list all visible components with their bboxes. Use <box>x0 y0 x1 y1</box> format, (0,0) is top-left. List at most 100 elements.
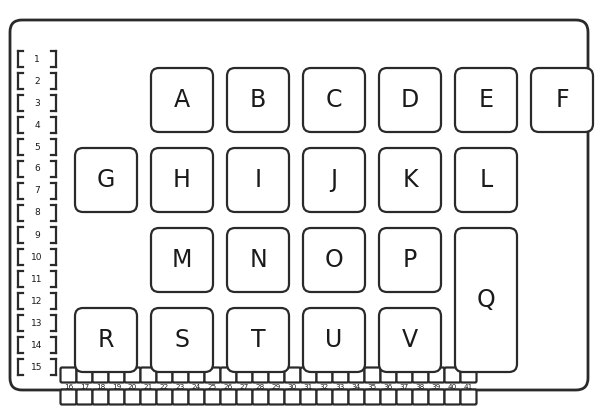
FancyBboxPatch shape <box>205 390 221 405</box>
Text: 4: 4 <box>34 120 40 129</box>
Text: 23: 23 <box>176 384 185 390</box>
FancyBboxPatch shape <box>301 390 317 405</box>
FancyBboxPatch shape <box>125 390 140 405</box>
FancyBboxPatch shape <box>157 368 173 383</box>
FancyBboxPatch shape <box>317 368 332 383</box>
FancyBboxPatch shape <box>10 20 588 390</box>
Text: B: B <box>250 88 266 112</box>
Text: 13: 13 <box>31 318 43 327</box>
Text: 40: 40 <box>448 384 457 390</box>
FancyBboxPatch shape <box>332 368 349 383</box>
Text: 33: 33 <box>336 384 345 390</box>
FancyBboxPatch shape <box>77 390 92 405</box>
Text: 5: 5 <box>34 142 40 151</box>
Text: P: P <box>403 248 417 272</box>
Text: 25: 25 <box>208 384 217 390</box>
FancyBboxPatch shape <box>61 368 77 383</box>
FancyBboxPatch shape <box>236 390 253 405</box>
Text: L: L <box>479 168 493 192</box>
Text: 31: 31 <box>304 384 313 390</box>
FancyBboxPatch shape <box>380 390 397 405</box>
FancyBboxPatch shape <box>227 148 289 212</box>
FancyBboxPatch shape <box>269 368 284 383</box>
FancyBboxPatch shape <box>227 68 289 132</box>
Text: 7: 7 <box>34 186 40 195</box>
Text: 37: 37 <box>400 384 409 390</box>
FancyBboxPatch shape <box>221 390 236 405</box>
FancyBboxPatch shape <box>269 390 284 405</box>
FancyBboxPatch shape <box>317 390 332 405</box>
FancyBboxPatch shape <box>349 368 365 383</box>
Text: H: H <box>173 168 191 192</box>
FancyBboxPatch shape <box>173 368 188 383</box>
Text: D: D <box>401 88 419 112</box>
Text: S: S <box>175 328 190 352</box>
Text: 34: 34 <box>352 384 361 390</box>
Text: T: T <box>251 328 265 352</box>
Text: 19: 19 <box>112 384 121 390</box>
Text: 8: 8 <box>34 208 40 217</box>
FancyBboxPatch shape <box>227 228 289 292</box>
FancyBboxPatch shape <box>303 228 365 292</box>
Text: O: O <box>325 248 343 272</box>
Text: G: G <box>97 168 115 192</box>
FancyBboxPatch shape <box>75 148 137 212</box>
FancyBboxPatch shape <box>531 68 593 132</box>
Text: 12: 12 <box>31 296 43 305</box>
Text: U: U <box>325 328 343 352</box>
Text: 20: 20 <box>128 384 137 390</box>
FancyBboxPatch shape <box>151 68 213 132</box>
Text: 2: 2 <box>34 76 40 85</box>
FancyBboxPatch shape <box>157 390 173 405</box>
Text: 36: 36 <box>384 384 393 390</box>
Text: 6: 6 <box>34 164 40 173</box>
Text: 26: 26 <box>224 384 233 390</box>
Text: E: E <box>479 88 493 112</box>
FancyBboxPatch shape <box>428 390 445 405</box>
Text: 22: 22 <box>160 384 169 390</box>
Text: 24: 24 <box>192 384 201 390</box>
FancyBboxPatch shape <box>379 68 441 132</box>
FancyBboxPatch shape <box>455 68 517 132</box>
FancyBboxPatch shape <box>77 368 92 383</box>
FancyBboxPatch shape <box>173 390 188 405</box>
Text: 10: 10 <box>31 252 43 261</box>
FancyBboxPatch shape <box>236 368 253 383</box>
FancyBboxPatch shape <box>188 368 205 383</box>
FancyBboxPatch shape <box>125 368 140 383</box>
Text: 14: 14 <box>31 340 43 349</box>
Text: C: C <box>326 88 342 112</box>
FancyBboxPatch shape <box>140 390 157 405</box>
Text: 39: 39 <box>432 384 441 390</box>
FancyBboxPatch shape <box>455 148 517 212</box>
FancyBboxPatch shape <box>61 390 77 405</box>
FancyBboxPatch shape <box>445 368 461 383</box>
FancyBboxPatch shape <box>379 308 441 372</box>
FancyBboxPatch shape <box>349 390 365 405</box>
FancyBboxPatch shape <box>221 368 236 383</box>
FancyBboxPatch shape <box>379 148 441 212</box>
Text: R: R <box>98 328 114 352</box>
Text: J: J <box>331 168 338 192</box>
Text: 27: 27 <box>240 384 249 390</box>
FancyBboxPatch shape <box>284 368 301 383</box>
FancyBboxPatch shape <box>365 368 380 383</box>
FancyBboxPatch shape <box>151 228 213 292</box>
FancyBboxPatch shape <box>455 228 517 372</box>
Text: 28: 28 <box>256 384 265 390</box>
Text: M: M <box>172 248 192 272</box>
FancyBboxPatch shape <box>413 368 428 383</box>
Text: 38: 38 <box>416 384 425 390</box>
Text: 30: 30 <box>288 384 297 390</box>
FancyBboxPatch shape <box>151 148 213 212</box>
Text: K: K <box>402 168 418 192</box>
Text: 3: 3 <box>34 98 40 107</box>
Text: 15: 15 <box>31 362 43 371</box>
Text: 17: 17 <box>80 384 89 390</box>
Text: Q: Q <box>476 288 496 312</box>
Text: A: A <box>174 88 190 112</box>
FancyBboxPatch shape <box>461 390 476 405</box>
Text: 32: 32 <box>320 384 329 390</box>
FancyBboxPatch shape <box>380 368 397 383</box>
FancyBboxPatch shape <box>140 368 157 383</box>
